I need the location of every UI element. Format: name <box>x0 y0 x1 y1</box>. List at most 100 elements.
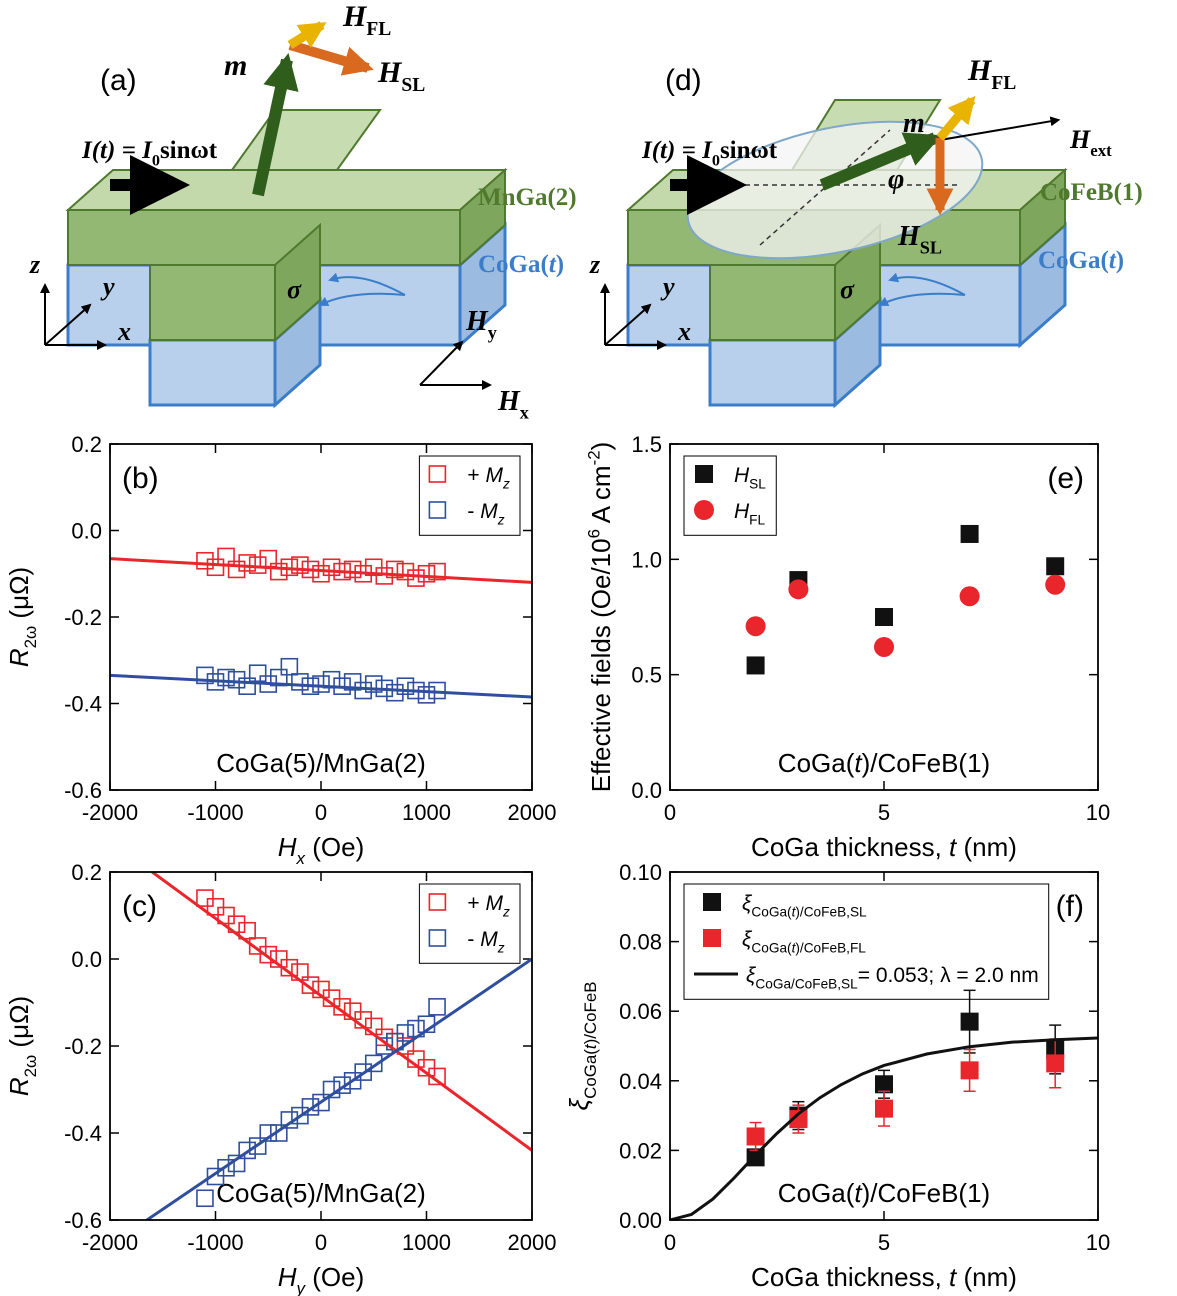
text-part: CoGa(5)/MnGa(2) <box>216 1178 426 1208</box>
point <box>419 687 435 703</box>
point <box>703 929 721 947</box>
text-part: 0 <box>712 152 720 170</box>
legend-label: ξCoGa(t)/CoFeB,FL <box>742 928 866 955</box>
text-part: x <box>520 402 529 422</box>
x-tick-label: 0 <box>315 800 327 825</box>
text-part: (Oe) <box>305 1262 364 1292</box>
y-tick-label: 0.0 <box>71 519 102 544</box>
text-part: 2ω <box>21 1055 40 1078</box>
text-part: (nm) <box>956 832 1017 862</box>
y-tick-label: 0.2 <box>71 432 102 457</box>
field-label: HFL <box>967 54 1016 94</box>
text-part: ) <box>586 442 616 451</box>
y-tick-label: 0.06 <box>619 999 662 1024</box>
y-axis-label: Effective fields (Oe/106 A cm-2) <box>585 442 616 793</box>
y-tick-label: 1.5 <box>631 432 662 457</box>
point <box>746 616 766 636</box>
text-part: CoGa thickness, <box>751 1262 949 1292</box>
x-axis-label: CoGa thickness, t (nm) <box>751 1262 1017 1292</box>
text-part: CoGa( <box>478 251 549 278</box>
magnetization-label: m <box>224 49 247 82</box>
text-part: )/CoFeB(1) <box>862 1178 991 1208</box>
text-part: CoGa( <box>581 1049 600 1099</box>
text-part: M <box>486 892 504 915</box>
text-part: 2ω <box>21 626 40 649</box>
legend-label: ξCoGa/CoFeB,SL= 0.053; λ = 2.0 nm <box>746 964 1039 991</box>
x-tick-label: 0 <box>664 1230 676 1255</box>
point <box>960 586 980 606</box>
point <box>197 1190 213 1206</box>
text-part: + <box>467 892 485 915</box>
text-part: FL <box>749 512 765 527</box>
text-part: (μΩ) <box>4 996 34 1055</box>
text-part: H <box>497 386 521 417</box>
text-part: 6 <box>585 529 604 538</box>
text-part: )/CoFeB(1) <box>862 748 991 778</box>
y-axis-label: R2ω (μΩ) <box>4 996 40 1096</box>
text-part: (nm) <box>956 1262 1017 1292</box>
point <box>208 559 224 575</box>
text-part: H <box>465 306 489 337</box>
text-part: CoGa( <box>751 904 792 919</box>
figure: (a) HFL m HSL I(t) = I0sinωt MnGa(2) CoG… <box>0 0 1177 1296</box>
text-part: H <box>278 832 297 862</box>
text-part: z <box>502 904 510 919</box>
field-label: HSL <box>377 56 425 96</box>
x-tick-label: -1000 <box>187 1230 243 1255</box>
y-tick-label: -0.4 <box>64 692 102 717</box>
layer-label: CoGa(t) <box>478 251 564 278</box>
point <box>874 637 894 657</box>
point <box>429 930 445 946</box>
text-part: SL <box>749 476 766 491</box>
y-tick-label: 0.0 <box>631 778 662 803</box>
point <box>875 1100 893 1118</box>
point <box>197 553 213 569</box>
x-tick-label: 1000 <box>402 1230 451 1255</box>
x-tick-label: 0 <box>664 800 676 825</box>
text-part: R <box>4 648 34 667</box>
axis-letter: y <box>660 272 675 301</box>
text-part: CoGa thickness, <box>751 832 949 862</box>
y-axis-label: ξCoGa(t)/CoFeB <box>564 982 600 1111</box>
text-part: Effective fields (Oe/10 <box>586 538 616 792</box>
text-part: H <box>278 1262 297 1292</box>
x-tick-label: 10 <box>1086 1230 1110 1255</box>
y-tick-label: -0.6 <box>64 778 102 803</box>
text-part: H <box>734 464 750 487</box>
text-part: - <box>467 500 480 523</box>
axis-letter: y <box>100 272 115 301</box>
text-part: ) <box>1116 247 1124 274</box>
point <box>875 608 893 626</box>
plot-frame <box>110 872 532 1220</box>
text-part: - <box>467 928 480 951</box>
x-tick-label: 5 <box>878 1230 890 1255</box>
y-tick-label: -0.2 <box>64 1034 102 1059</box>
y-tick-label: 0.5 <box>631 663 662 688</box>
y-tick-label: 0.02 <box>619 1138 662 1163</box>
legend-label: - Mz <box>467 500 504 527</box>
axis-letter: x <box>677 317 691 346</box>
point <box>1046 557 1064 575</box>
x-tick-label: 10 <box>1086 800 1110 825</box>
text-part: M <box>486 464 504 487</box>
panel-label: (d) <box>665 64 702 97</box>
fit-line <box>110 559 532 583</box>
text-part: SL <box>401 75 425 96</box>
text-part: sinωt <box>720 137 778 164</box>
point <box>387 685 403 701</box>
point <box>313 566 329 582</box>
text-part: I(t) = I <box>641 137 713 164</box>
text-part: M <box>480 500 498 523</box>
point <box>961 1013 979 1031</box>
fit-line <box>110 675 532 697</box>
point <box>429 466 445 482</box>
axis-letter: z <box>589 250 601 279</box>
point <box>747 656 765 674</box>
x-tick-label: 1000 <box>402 800 451 825</box>
current-label: I(t) = I0sinωt <box>81 137 218 170</box>
text-part: )/CoFeB,FL <box>795 940 866 955</box>
